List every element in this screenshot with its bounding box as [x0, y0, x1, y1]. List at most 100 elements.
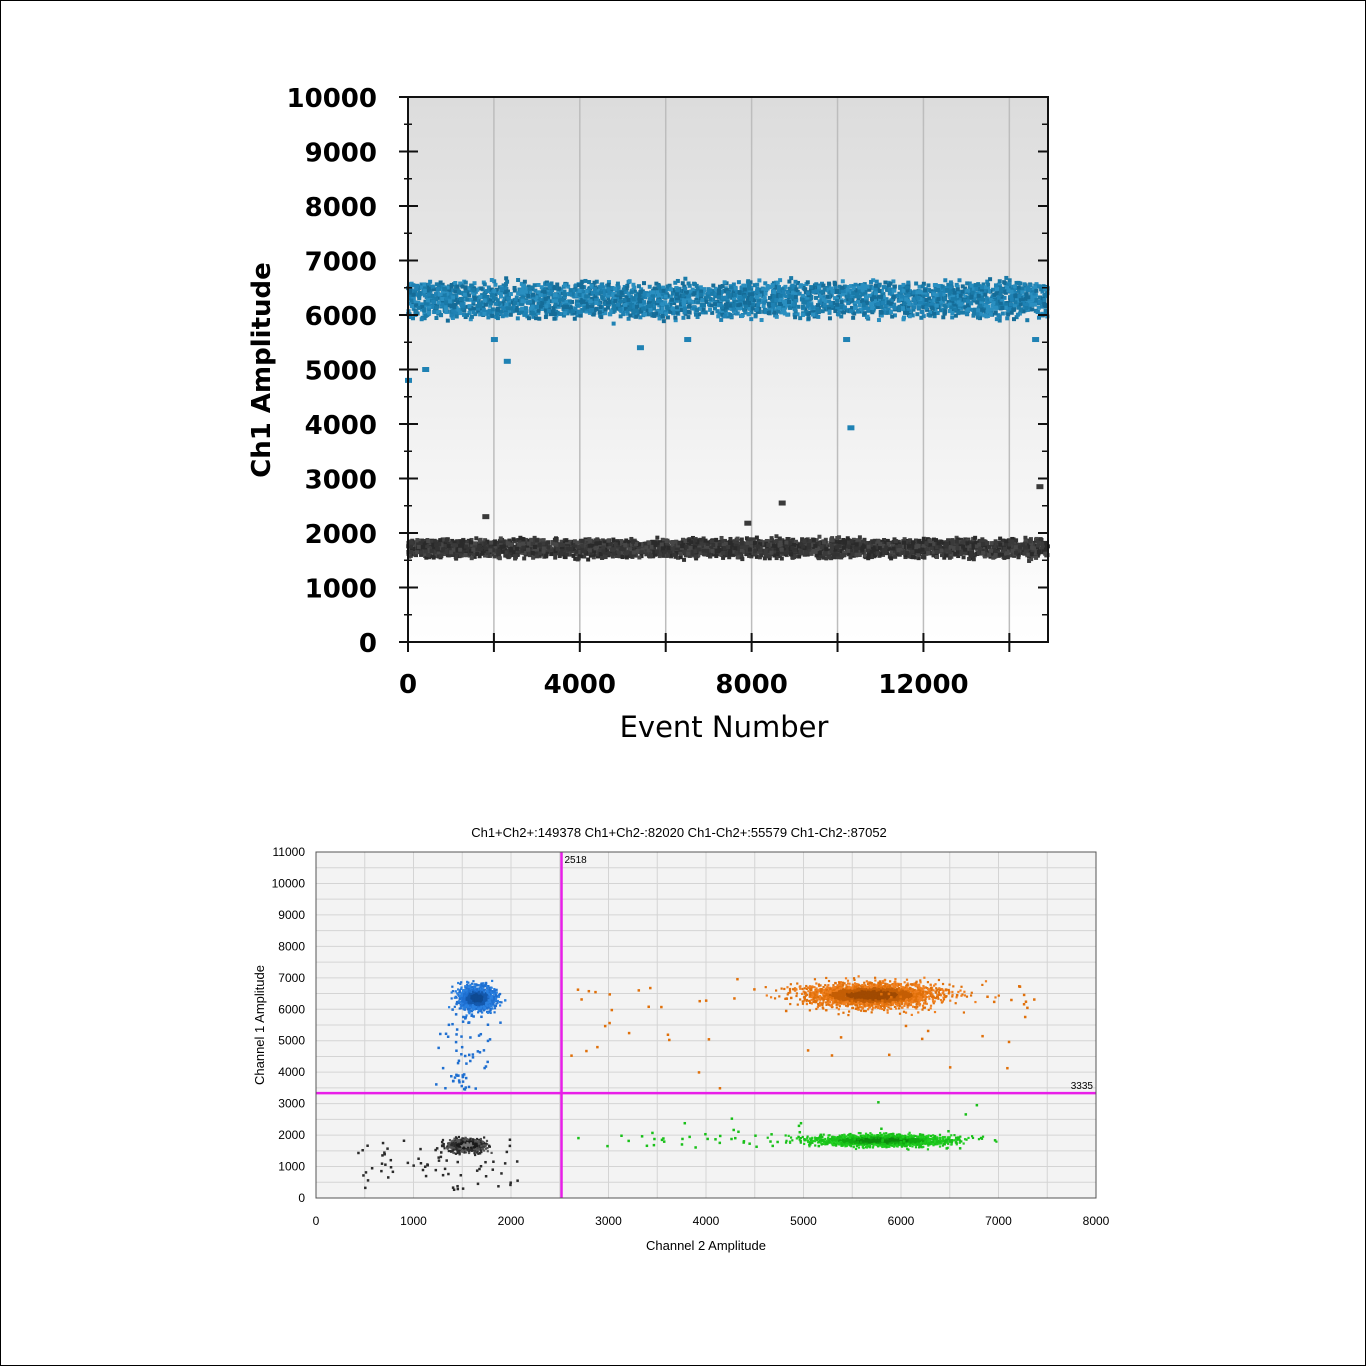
positive-droplet-point: [972, 307, 977, 312]
positive-droplet-point: [749, 317, 754, 322]
positive-droplet-point: [761, 304, 766, 309]
positive-droplet-point: [891, 295, 896, 300]
positive-droplet-point: [434, 316, 439, 321]
positive-droplet-point: [855, 299, 860, 304]
positive-droplet-point: [786, 297, 791, 302]
positive-droplet-point: [737, 306, 742, 311]
positive-droplet-point: [590, 290, 595, 295]
positive-droplet-point: [754, 289, 759, 294]
positive-droplet-point: [444, 310, 449, 315]
positive-droplet-point: [449, 288, 454, 293]
positive-droplet-point: [932, 311, 937, 316]
positive-droplet-point: [881, 297, 886, 302]
positive-droplet-point: [422, 293, 427, 298]
positive-droplet-point: [975, 300, 980, 305]
positive-droplet-point: [747, 301, 752, 306]
positive-droplet-point: [1012, 303, 1017, 308]
negative-droplet-point: [483, 538, 488, 543]
positive-droplet-point: [890, 292, 895, 297]
positive-droplet-point: [874, 279, 879, 284]
positive-droplet-point: [654, 287, 659, 292]
positive-droplet-point: [471, 301, 476, 306]
positive-droplet-point: [444, 306, 449, 311]
positive-droplet-point: [585, 304, 590, 309]
positive-droplet-point: [967, 281, 972, 286]
positive-droplet-point: [444, 300, 449, 305]
positive-droplet-point: [1026, 299, 1031, 304]
positive-droplet-point: [870, 305, 875, 310]
positive-droplet-point: [490, 299, 495, 304]
positive-droplet-point: [853, 291, 858, 296]
positive-droplet-point: [708, 307, 713, 312]
positive-droplet-point: [901, 288, 906, 293]
negative-droplet-point: [531, 555, 536, 560]
positive-droplet-point: [536, 301, 541, 306]
positive-droplet-point: [929, 305, 934, 310]
positive-droplet-point: [543, 296, 548, 301]
positive-droplet-point: [860, 292, 865, 297]
positive-droplet-point: [773, 301, 778, 306]
positive-droplet-point: [668, 287, 673, 292]
positive-droplet-point: [820, 289, 825, 294]
positive-droplet-point: [585, 299, 590, 304]
positive-droplet-point: [756, 301, 761, 306]
positive-droplet-point: [475, 297, 480, 302]
positive-droplet-point: [574, 283, 579, 288]
positive-droplet-point: [1017, 294, 1022, 299]
positive-droplet-point: [661, 319, 666, 324]
positive-droplet-point: [842, 305, 847, 310]
positive-droplet-point: [574, 299, 579, 304]
positive-droplet-point: [501, 301, 506, 306]
positive-droplet-point: [426, 283, 431, 288]
positive-droplet-point: [674, 298, 679, 303]
positive-droplet-point: [921, 314, 926, 319]
positive-droplet-point: [508, 312, 513, 317]
positive-droplet-point: [552, 316, 557, 321]
negative-droplet-point: [610, 554, 615, 559]
negative-droplet-point: [450, 538, 455, 543]
positive-droplet-point: [755, 295, 760, 300]
positive-droplet-point: [984, 303, 989, 308]
positive-droplet-point: [867, 284, 872, 289]
positive-droplet-point: [657, 288, 662, 293]
negative-droplet-point: [714, 540, 719, 545]
positive-droplet-point: [480, 311, 485, 316]
positive-droplet-point: [652, 303, 657, 308]
positive-droplet-point: [719, 295, 724, 300]
positive-droplet-point: [793, 294, 798, 299]
positive-droplet-point: [539, 285, 544, 290]
positive-droplet-point: [787, 294, 792, 299]
positive-droplet-point: [632, 285, 637, 290]
negative-droplet-point: [907, 554, 912, 559]
positive-droplet-point: [904, 297, 909, 302]
positive-droplet-point: [660, 302, 665, 307]
positive-droplet-point: [941, 292, 946, 297]
positive-droplet-point: [430, 284, 435, 289]
positive-droplet-point: [934, 303, 939, 308]
positive-droplet-point: [972, 311, 977, 316]
positive-droplet-point: [411, 292, 416, 297]
positive-droplet-point: [488, 298, 493, 303]
positive-droplet-point: [774, 283, 779, 288]
positive-droplet-point: [672, 309, 677, 314]
positive-droplet-point: [924, 297, 929, 302]
positive-droplet-point: [929, 298, 934, 303]
positive-droplet-point: [455, 284, 460, 289]
positive-droplet-point: [458, 311, 463, 316]
positive-droplet-point: [833, 309, 838, 314]
positive-droplet-point: [861, 303, 866, 308]
positive-droplet-point: [631, 310, 636, 315]
positive-droplet-point: [683, 290, 688, 295]
positive-droplet-point: [728, 285, 733, 290]
positive-droplet-point: [864, 286, 869, 291]
positive-droplet-point: [533, 311, 538, 316]
positive-droplet-point: [997, 279, 1002, 284]
negative-droplet-point: [708, 543, 713, 548]
positive-droplet-point: [810, 310, 815, 315]
negative-droplet-point: [857, 535, 862, 540]
positive-droplet-point: [697, 306, 702, 311]
positive-droplet-point: [889, 309, 894, 314]
positive-droplet-point: [592, 286, 597, 291]
positive-droplet-point: [445, 318, 450, 323]
positive-droplet-point: [446, 295, 451, 300]
